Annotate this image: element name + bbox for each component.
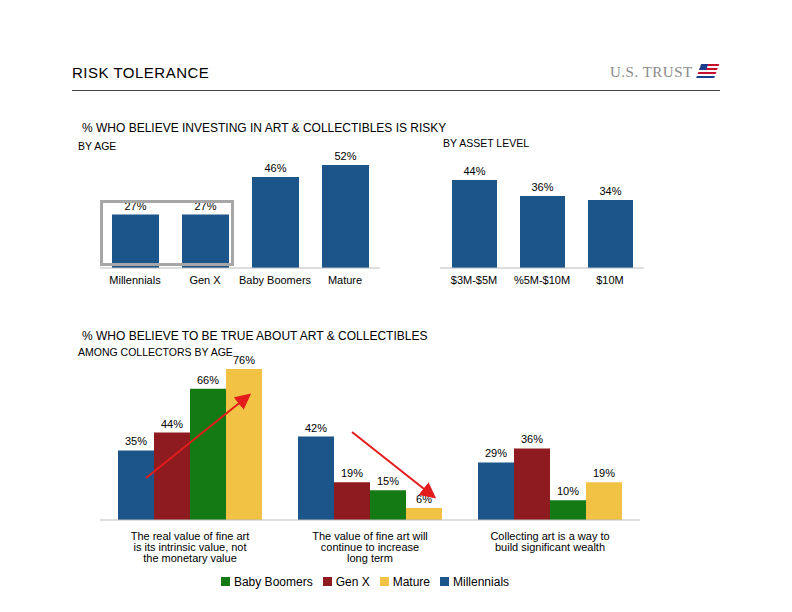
svg-text:$3M-$5M: $3M-$5M	[451, 274, 497, 286]
svg-text:Gen X: Gen X	[189, 274, 221, 286]
svg-text:19%: 19%	[593, 467, 615, 479]
html-text:Mature: Mature	[392, 575, 430, 589]
svg-text:The value of fine art willcont: The value of fine art willcontinue to in…	[312, 530, 428, 564]
html-text:Baby Boomers: Baby Boomers	[233, 575, 313, 589]
svg-text:46%: 46%	[264, 162, 286, 174]
svg-text:36%: 36%	[531, 181, 553, 193]
svg-text:42%: 42%	[305, 422, 327, 434]
svg-text:35%: 35%	[125, 435, 147, 447]
svg-text:34%: 34%	[599, 185, 621, 197]
svg-text:29%: 29%	[485, 447, 507, 459]
html-text:RISK TOLERANCE: RISK TOLERANCE	[72, 64, 210, 81]
svg-text:Baby Boomers: Baby Boomers	[239, 274, 312, 286]
svg-text:15%: 15%	[377, 475, 399, 487]
svg-text:76%: 76%	[233, 355, 255, 366]
html-text:Gen X: Gen X	[335, 575, 370, 589]
svg-text:66%: 66%	[197, 374, 219, 386]
svg-text:44%: 44%	[161, 418, 183, 430]
svg-text:44%: 44%	[463, 165, 485, 177]
html-text:BY AGE: BY AGE	[78, 140, 117, 152]
html-text:AMONG COLLECTORS BY AGE: AMONG COLLECTORS BY AGE	[78, 346, 233, 358]
svg-text:10%: 10%	[557, 485, 579, 497]
svg-text:27%: 27%	[194, 200, 216, 212]
svg-text:36%: 36%	[521, 433, 543, 445]
html-text:% WHO BELIEVE INVESTING IN ART: % WHO BELIEVE INVESTING IN ART & COLLECT…	[82, 121, 447, 135]
svg-text:The real value of fine artis i: The real value of fine artis its intrins…	[131, 530, 250, 564]
svg-text:27%: 27%	[124, 200, 146, 212]
svg-text:Collecting art is a way tobuil: Collecting art is a way tobuild signific…	[490, 530, 609, 553]
html-text:Millennials: Millennials	[453, 575, 510, 589]
html-text:U.S. TRUST: U.S. TRUST	[610, 64, 693, 80]
svg-text:%5M-$10M: %5M-$10M	[514, 274, 570, 286]
html-text:% WHO BELIEVE TO BE TRUE ABOUT: % WHO BELIEVE TO BE TRUE ABOUT ART & COL…	[82, 329, 428, 343]
svg-text:$10M: $10M	[596, 274, 624, 286]
svg-text:6%: 6%	[416, 493, 432, 505]
svg-text:Mature: Mature	[328, 274, 362, 286]
html-text:BY ASSET LEVEL: BY ASSET LEVEL	[443, 137, 529, 149]
svg-text:19%: 19%	[341, 467, 363, 479]
svg-text:Millennials: Millennials	[109, 274, 161, 286]
svg-text:52%: 52%	[334, 150, 356, 162]
